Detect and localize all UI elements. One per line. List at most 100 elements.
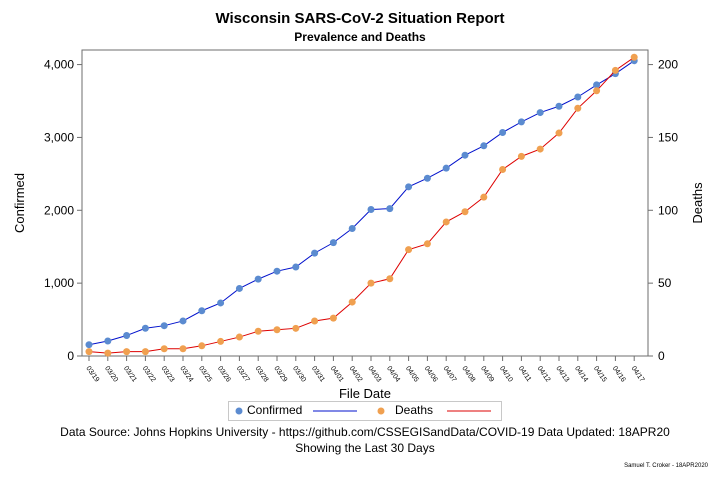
- y-axis-title: Confirmed: [12, 173, 27, 233]
- deaths-point: [574, 104, 582, 112]
- deaths-point: [367, 279, 375, 287]
- x-tick-label: 03/27: [235, 365, 251, 383]
- x-tick-label: 04/01: [329, 365, 345, 383]
- x-tick-label: 03/22: [141, 365, 157, 383]
- x-tick-label: 04/13: [554, 365, 570, 383]
- confirmed-point: [499, 128, 507, 136]
- y-tick-label: 2,000: [44, 203, 74, 217]
- legend-confirmed-marker: [235, 407, 243, 415]
- y2-tick-label: 0: [658, 349, 665, 363]
- confirmed-point: [480, 142, 488, 150]
- confirmed-point: [141, 324, 149, 332]
- legend: Confirmed Deaths: [228, 401, 502, 421]
- x-tick-label: 03/26: [216, 365, 232, 383]
- x-tick-label: 04/02: [348, 365, 364, 383]
- deaths-series-line: [88, 56, 635, 354]
- y2-axis-title: Deaths: [690, 182, 705, 224]
- deaths-point: [254, 327, 262, 335]
- x-tick-label: 04/12: [536, 365, 552, 383]
- x-tick-label: 04/08: [460, 365, 476, 383]
- confirmed-point: [273, 267, 281, 275]
- deaths-point: [311, 317, 319, 325]
- confirmed-point: [517, 118, 525, 126]
- chart-title: Wisconsin SARS-CoV-2 Situation Report: [215, 10, 505, 27]
- x-axis-title: File Date: [339, 386, 391, 401]
- deaths-point: [405, 246, 413, 254]
- x-tick-label: 03/24: [178, 365, 194, 383]
- deaths-point: [329, 314, 337, 322]
- x-tick-label: 03/21: [122, 365, 138, 383]
- x-tick-label: 04/10: [498, 365, 514, 383]
- confirmed-point: [367, 205, 375, 213]
- deaths-point: [273, 326, 281, 334]
- confirmed-point: [254, 275, 262, 283]
- deaths-point: [386, 275, 394, 283]
- y2-tick-label: 150: [658, 130, 678, 144]
- confirmed-point: [461, 151, 469, 159]
- deaths-point: [123, 348, 131, 356]
- x-tick-label: 04/03: [366, 365, 382, 383]
- deaths-point: [517, 152, 525, 160]
- y2-tick-label: 50: [658, 276, 672, 290]
- deaths-point: [461, 208, 469, 216]
- x-tick-label: 03/25: [197, 365, 213, 383]
- deaths-point: [423, 240, 431, 248]
- deaths-point: [292, 324, 300, 332]
- legend-deaths-marker: [377, 407, 385, 415]
- confirmed-point: [329, 239, 337, 247]
- deaths-point: [611, 66, 619, 74]
- x-tick-label: 03/31: [310, 365, 326, 383]
- deaths-point: [480, 193, 488, 201]
- legend-deaths-label: Deaths: [395, 403, 434, 417]
- confirmed-point: [179, 317, 187, 325]
- x-tick-label: 03/28: [254, 365, 270, 383]
- author-credit: Samuel T. Croker - 18APR2020: [624, 463, 708, 469]
- y2-tick-label: 200: [658, 58, 678, 72]
- y-tick-label: 0: [67, 349, 74, 363]
- x-tick-label: 04/17: [630, 365, 646, 383]
- confirmed-point: [104, 337, 112, 345]
- x-tick-label: 03/29: [272, 365, 288, 383]
- chart-subtitle: Prevalence and Deaths: [294, 30, 426, 44]
- confirmed-point: [574, 93, 582, 101]
- x-tick-label: 04/15: [592, 365, 608, 383]
- deaths-point: [198, 342, 206, 350]
- deaths-point: [217, 337, 225, 345]
- confirmed-point: [386, 205, 394, 213]
- legend-deaths-line: [447, 410, 491, 412]
- x-tick-label: 04/05: [404, 365, 420, 383]
- deaths-point: [555, 129, 563, 137]
- deaths-point: [593, 87, 601, 95]
- confirmed-point: [198, 307, 206, 315]
- y2-tick-label: 100: [658, 203, 678, 217]
- y-tick-label: 3,000: [44, 130, 74, 144]
- deaths-point: [179, 345, 187, 353]
- deaths-point: [536, 145, 544, 153]
- confirmed-point: [235, 284, 243, 292]
- x-tick-label: 03/23: [160, 365, 176, 383]
- x-tick-label: 03/20: [103, 365, 119, 383]
- plot-frame: [81, 49, 649, 357]
- deaths-point: [499, 165, 507, 173]
- x-tick-label: 04/11: [517, 365, 533, 383]
- deaths-point: [160, 345, 168, 353]
- confirmed-point: [292, 263, 300, 271]
- confirmed-point: [311, 249, 319, 257]
- confirmed-point: [442, 164, 450, 172]
- deaths-point: [141, 348, 149, 356]
- confirmed-point: [85, 341, 93, 349]
- confirmed-point: [555, 102, 563, 110]
- x-tick-label: 04/09: [479, 365, 495, 383]
- deaths-point: [630, 53, 638, 61]
- deaths-point: [348, 298, 356, 306]
- y-tick-label: 1,000: [44, 276, 74, 290]
- y-tick-label: 4,000: [44, 58, 74, 72]
- legend-confirmed-label: Confirmed: [247, 403, 303, 417]
- confirmed-point: [593, 81, 601, 89]
- confirmed-point: [536, 109, 544, 117]
- deaths-point: [85, 348, 93, 356]
- confirmed-point: [423, 174, 431, 182]
- x-tick-label: 03/19: [84, 365, 100, 383]
- x-tick-label: 04/07: [442, 365, 458, 383]
- x-tick-label: 03/30: [291, 365, 307, 383]
